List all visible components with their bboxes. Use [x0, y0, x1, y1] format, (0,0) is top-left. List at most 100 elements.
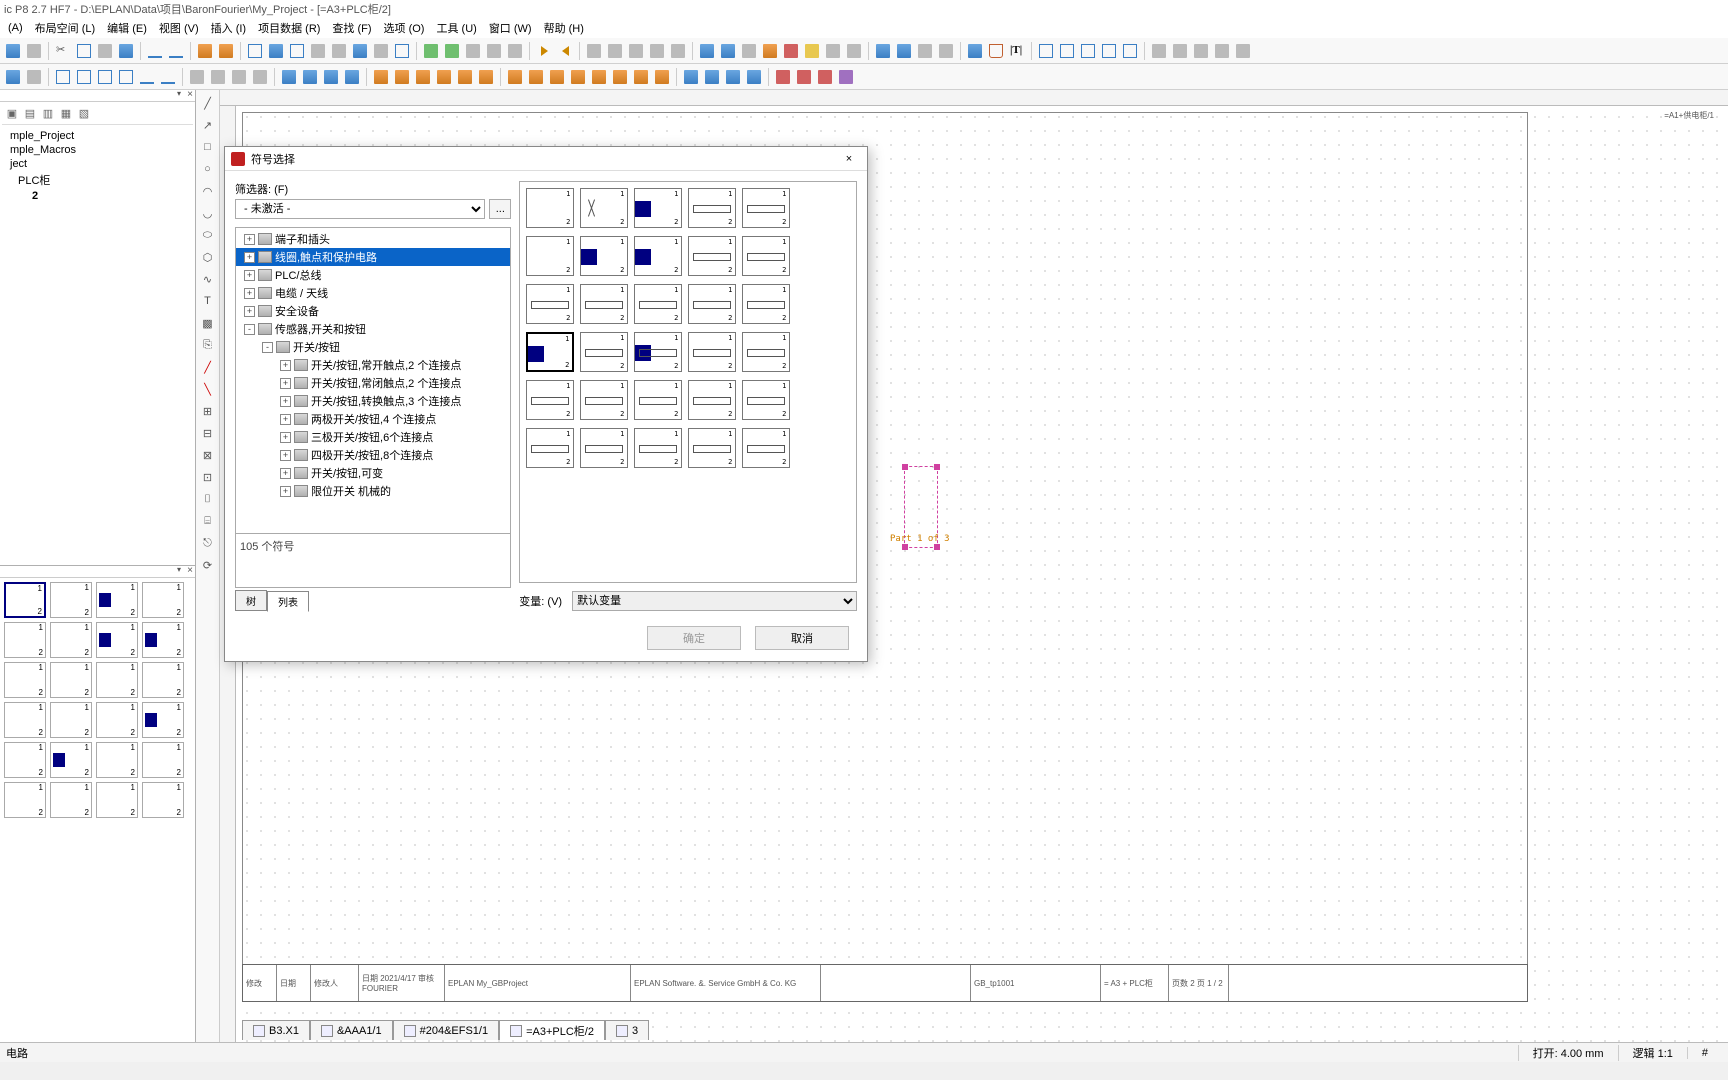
tb-icon[interactable]: [1121, 42, 1139, 60]
tb-icon[interactable]: [351, 42, 369, 60]
menu-item[interactable]: 工具 (U): [430, 18, 482, 38]
tree-node[interactable]: -开关/按钮: [236, 338, 510, 356]
tree-node[interactable]: +限位开关 机械的: [236, 482, 510, 500]
tb-icon[interactable]: [443, 42, 461, 60]
symbol-thumb-mini[interactable]: 12: [50, 662, 92, 698]
tb-icon[interactable]: [464, 42, 482, 60]
tb-icon[interactable]: [803, 42, 821, 60]
expand-icon[interactable]: +: [244, 288, 255, 299]
tree-node[interactable]: 2: [4, 189, 191, 203]
tb-icon[interactable]: [916, 42, 934, 60]
snap-icon[interactable]: [698, 42, 716, 60]
tb-icon[interactable]: [25, 68, 43, 86]
tb-icon[interactable]: [1058, 42, 1076, 60]
link-icon[interactable]: ⎘: [199, 336, 217, 354]
grid-icon[interactable]: [606, 42, 624, 60]
tree-node[interactable]: +PLC/总线: [236, 266, 510, 284]
next-page-link[interactable]: =A1+供电柜/1: [1664, 110, 1714, 121]
tool-icon[interactable]: ⟳: [199, 556, 217, 574]
tb-icon[interactable]: [1234, 42, 1252, 60]
tb-icon[interactable]: [1171, 42, 1189, 60]
symbol-thumb-mini[interactable]: 12: [96, 662, 138, 698]
symbol-thumb-mini[interactable]: 12: [96, 702, 138, 738]
symbol-thumb[interactable]: 12: [742, 380, 790, 420]
symbol-thumb-mini[interactable]: 12: [4, 702, 46, 738]
nav-icon[interactable]: ▣: [4, 106, 20, 122]
tb-icon[interactable]: [485, 42, 503, 60]
tb-icon[interactable]: [1037, 42, 1055, 60]
draw-rect-icon[interactable]: □: [199, 138, 217, 156]
tb-icon[interactable]: [477, 68, 495, 86]
symbol-thumb-mini[interactable]: 12: [4, 662, 46, 698]
draw-curve-icon[interactable]: ∿: [199, 270, 217, 288]
symbol-thumb[interactable]: 12: [634, 380, 682, 420]
symbol-thumb[interactable]: 12: [688, 188, 736, 228]
nav-icon[interactable]: ▦: [58, 106, 74, 122]
nav-icon[interactable]: ▥: [40, 106, 56, 122]
magnet-icon[interactable]: [782, 42, 800, 60]
symbol-thumb[interactable]: 12: [580, 284, 628, 324]
expand-icon[interactable]: +: [244, 306, 255, 317]
ok-button[interactable]: 确定: [647, 626, 741, 650]
tb-icon[interactable]: [548, 68, 566, 86]
tool-icon[interactable]: ⌸: [199, 512, 217, 530]
draw-arc2-icon[interactable]: ◡: [199, 204, 217, 222]
tb-icon[interactable]: [653, 68, 671, 86]
tree-node[interactable]: +端子和插头: [236, 230, 510, 248]
menu-item[interactable]: 窗口 (W): [483, 18, 538, 38]
tb-icon[interactable]: [506, 42, 524, 60]
pane-close-icon[interactable]: ×: [187, 89, 193, 100]
symbol-thumb[interactable]: 12: [688, 284, 736, 324]
tb-icon[interactable]: [230, 68, 248, 86]
symbol-thumb[interactable]: 12: [634, 188, 682, 228]
snap-icon[interactable]: [761, 42, 779, 60]
symbol-thumb-mini[interactable]: 12: [142, 702, 184, 738]
symbol-thumb[interactable]: 12: [742, 332, 790, 372]
expand-icon[interactable]: +: [280, 468, 291, 479]
tb-icon[interactable]: [569, 68, 587, 86]
tb-icon[interactable]: [1100, 42, 1118, 60]
tb-icon[interactable]: [895, 42, 913, 60]
symbol-thumb[interactable]: 12: [688, 380, 736, 420]
tool-icon[interactable]: ╱: [199, 358, 217, 376]
menu-item[interactable]: 项目数据 (R): [252, 18, 326, 38]
tree-node[interactable]: mple_Project: [4, 129, 191, 143]
tb-icon[interactable]: [1150, 42, 1168, 60]
image-icon[interactable]: ▩: [199, 314, 217, 332]
tb-icon[interactable]: [682, 68, 700, 86]
page-tab[interactable]: &AAA1/1: [310, 1020, 393, 1040]
tb-icon[interactable]: [4, 68, 22, 86]
filter-more-button[interactable]: ...: [489, 199, 511, 219]
symbol-thumb[interactable]: 12: [742, 284, 790, 324]
tb-icon[interactable]: [1079, 42, 1097, 60]
menu-item[interactable]: 查找 (F): [326, 18, 377, 38]
menu-item[interactable]: 帮助 (H): [538, 18, 590, 38]
draw-arc-icon[interactable]: ◠: [199, 182, 217, 200]
symbol-thumb[interactable]: 12: [634, 428, 682, 468]
symbol-tree[interactable]: +端子和插头+线圈,触点和保护电路+PLC/总线+电缆 / 天线+安全设备-传感…: [235, 227, 511, 534]
tb-icon[interactable]: [188, 68, 206, 86]
symbol-thumb[interactable]: 12: [580, 236, 628, 276]
symbol-thumb[interactable]: 12: [526, 332, 574, 372]
symbol-thumb[interactable]: 12: [580, 428, 628, 468]
tb-icon[interactable]: [874, 42, 892, 60]
draw-line-icon[interactable]: ╱: [199, 94, 217, 112]
tab-tree[interactable]: 树: [235, 590, 267, 611]
expand-icon[interactable]: -: [244, 324, 255, 335]
tool-icon[interactable]: ⊡: [199, 468, 217, 486]
symbol-thumb[interactable]: 12: [526, 380, 574, 420]
filter-select[interactable]: - 未激活 -: [235, 199, 485, 219]
tb-icon[interactable]: [435, 68, 453, 86]
symbol-thumb-mini[interactable]: 12: [50, 742, 92, 778]
expand-icon[interactable]: +: [280, 378, 291, 389]
paste-icon[interactable]: [96, 42, 114, 60]
tb-icon[interactable]: [724, 68, 742, 86]
copy-icon[interactable]: [75, 42, 93, 60]
tb-icon[interactable]: [322, 68, 340, 86]
expand-icon[interactable]: +: [280, 432, 291, 443]
tool-icon[interactable]: ╲: [199, 380, 217, 398]
tree-node[interactable]: ject: [4, 157, 191, 171]
symbol-thumb-mini[interactable]: 12: [142, 742, 184, 778]
tb-icon[interactable]: [414, 68, 432, 86]
close-icon[interactable]: ×: [837, 153, 861, 165]
